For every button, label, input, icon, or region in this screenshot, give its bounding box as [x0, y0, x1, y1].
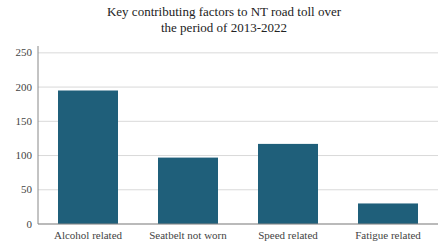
y-tick-label: 50: [21, 183, 33, 195]
bar: [58, 91, 118, 225]
grid-line: [38, 87, 438, 88]
y-tick-label: 200: [16, 81, 33, 93]
chart-svg: Key contributing factors to NT road toll…: [0, 0, 448, 252]
chart-title: Key contributing factors to NT road toll…: [107, 4, 342, 35]
x-tick-label: Seatbelt not worn: [149, 229, 227, 241]
page: {"chart_data": {"type": "bar", "title": …: [0, 0, 448, 252]
bar: [158, 158, 218, 224]
bar: [258, 144, 318, 224]
bars: [58, 91, 418, 225]
x-tick-label: Speed related: [258, 229, 318, 241]
y-tick-label: 150: [16, 115, 33, 127]
chart-container: Key contributing factors to NT road toll…: [0, 0, 448, 252]
x-tick-label: Alcohol related: [54, 229, 123, 241]
x-axis-line: [38, 224, 438, 225]
grid-line: [38, 224, 438, 225]
y-tick-label: 250: [16, 46, 33, 58]
grid-line: [38, 52, 438, 53]
x-tick-label: Fatigue related: [355, 229, 421, 241]
title-line: Key contributing factors to NT road toll…: [107, 4, 342, 19]
y-axis-line: [38, 46, 39, 224]
y-tick-labels: 0 50 100 150 200 250: [16, 46, 33, 229]
x-tick-labels: Alcohol related Seatbelt not worn Speed re…: [54, 229, 421, 241]
bar: [358, 203, 418, 224]
y-tick-label: 100: [16, 149, 33, 161]
y-tick-label: 0: [27, 218, 33, 230]
y-grid: [38, 53, 438, 224]
title-line: the period of 2013-2022: [161, 20, 287, 35]
